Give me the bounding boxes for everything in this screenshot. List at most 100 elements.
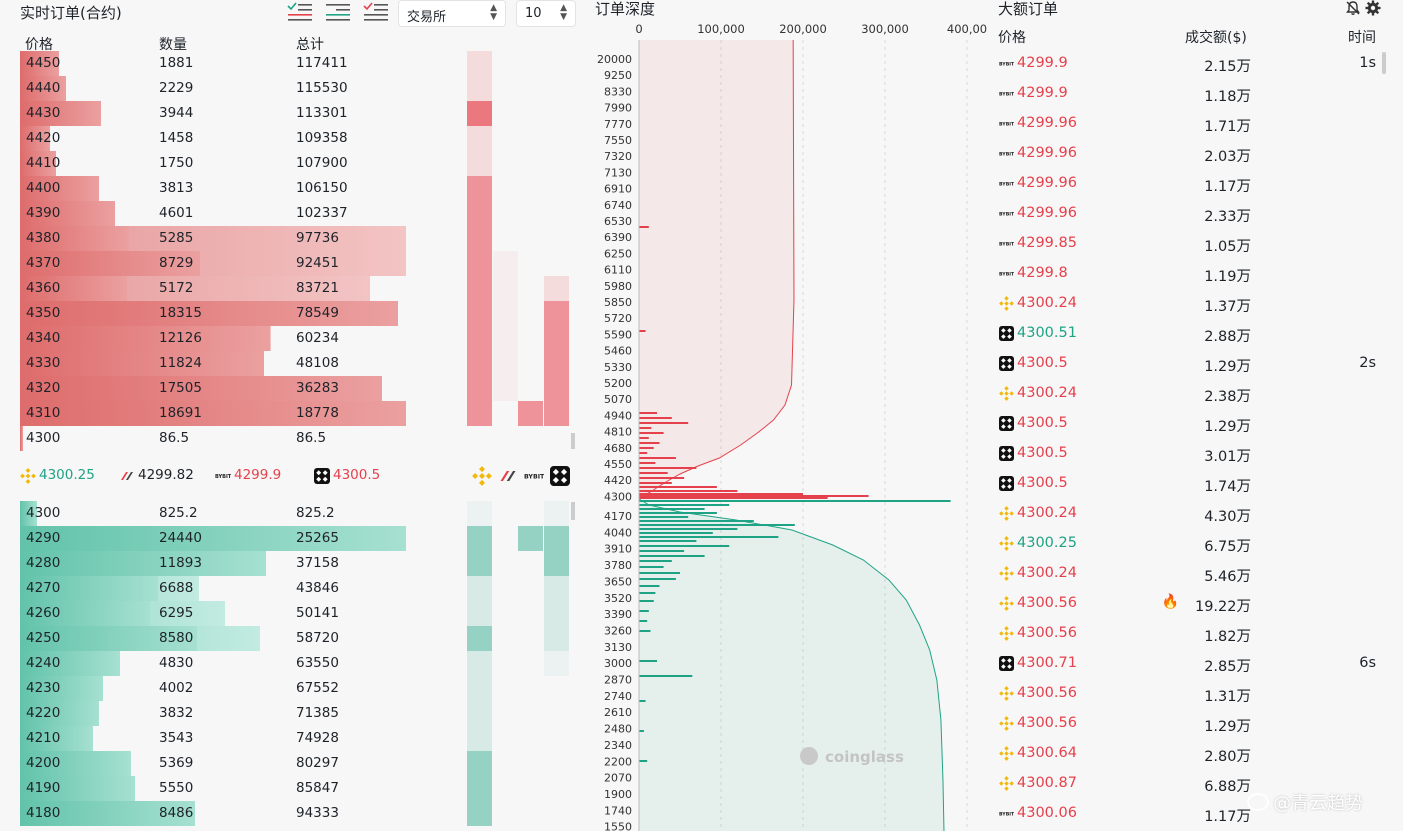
view-both-button[interactable] [286, 0, 314, 24]
exchange-price-bybit[interactable]: BYBIT 4299.9 [215, 462, 310, 490]
ask-row[interactable]: 4380 5285 97736 [20, 226, 406, 251]
ask-qty: 2229 [159, 80, 194, 96]
heat-scrollbar[interactable] [571, 433, 575, 449]
settings-gear-icon[interactable] [1365, 0, 1381, 16]
bid-row[interactable]: 4190 5550 85847 [20, 776, 406, 801]
y-tick-label: 3000 [604, 657, 632, 670]
view-bids-button[interactable] [324, 0, 352, 24]
large-order-row[interactable]: 4300.5 3.01万 [995, 439, 1387, 469]
large-order-row[interactable]: BYBIT 4299.96 1.71万 [995, 109, 1387, 139]
large-order-row[interactable]: BYBIT 4299.9 1.18万 [995, 79, 1387, 109]
bid-row[interactable]: 4210 3543 74928 [20, 726, 406, 751]
y-tick-label: 7320 [604, 150, 632, 163]
large-order-row[interactable]: 4300.24 4.30万 [995, 499, 1387, 529]
large-order-row[interactable]: 4300.51 2.88万 [995, 319, 1387, 349]
bid-row[interactable]: 4240 4830 63550 [20, 651, 406, 676]
bid-row[interactable]: 4280 11893 37158 [20, 551, 406, 576]
depth-level-select[interactable]: 10 ▲ ▼ [516, 0, 576, 27]
ask-row[interactable]: 4440 2229 115530 [20, 76, 406, 101]
heat-cell [543, 501, 569, 526]
ask-row[interactable]: 4300 86.5 86.5 [20, 426, 406, 451]
exchange-price-value: 4300.5 [333, 467, 381, 483]
binance-icon [999, 596, 1014, 611]
x-tick-label: 300,000 [861, 22, 909, 36]
large-order-row[interactable]: BYBIT 4300.06 1.17万 [995, 799, 1387, 829]
large-order-row[interactable]: 4300.25 6.75万 [995, 529, 1387, 559]
heat-cell [467, 326, 492, 351]
ask-row[interactable]: 4410 1750 107900 [20, 151, 406, 176]
heat-cell [544, 101, 569, 126]
ask-row[interactable]: 4420 1458 109358 [20, 126, 406, 151]
ask-row[interactable]: 4330 11824 48108 [20, 351, 406, 376]
large-order-row[interactable]: BYBIT 4299.8 1.19万 [995, 259, 1387, 289]
gate-icon [314, 468, 330, 484]
ask-row[interactable]: 4400 3813 106150 [20, 176, 406, 201]
large-order-row[interactable]: 4300.5 1.29万 2s [995, 349, 1387, 379]
large-order-row[interactable]: BYBIT 4299.9 2.15万 1s [995, 49, 1387, 79]
order-price: 4300.24 [1017, 295, 1077, 311]
bid-row[interactable]: 4180 8486 94333 [20, 801, 406, 826]
large-order-row[interactable]: BYBIT 4299.96 2.33万 [995, 199, 1387, 229]
large-order-row[interactable]: 4300.56 1.82万 [995, 619, 1387, 649]
ask-total: 107900 [296, 155, 348, 171]
bid-total: 80297 [296, 755, 339, 771]
ask-row[interactable]: 4360 5172 83721 [20, 276, 406, 301]
large-order-row[interactable]: 4300.5 1.74万 [995, 469, 1387, 499]
exchange-select[interactable]: 交易所 ▲ ▼ [398, 0, 506, 27]
large-order-row[interactable]: BYBIT 4299.85 1.05万 [995, 229, 1387, 259]
heat-cell [493, 751, 518, 776]
large-order-row[interactable]: 4300.56 1.29万 [995, 709, 1387, 739]
large-order-row[interactable]: BYBIT 4299.96 2.03万 [995, 139, 1387, 169]
ask-row[interactable]: 4340 12126 60234 [20, 326, 406, 351]
ask-row[interactable]: 4430 3944 113301 [20, 101, 406, 126]
bid-qty: 3543 [159, 730, 194, 746]
list-scrollbar[interactable] [1382, 52, 1386, 74]
bid-row[interactable]: 4290 24440 25265 [20, 526, 406, 551]
ask-level-bar [639, 226, 649, 228]
heat-cell [467, 276, 492, 301]
large-order-row[interactable]: 4300.5 1.29万 [995, 409, 1387, 439]
bid-row[interactable]: 4200 5369 80297 [20, 751, 406, 776]
bid-row[interactable]: 4300 825.2 825.2 [20, 501, 406, 526]
ask-row[interactable]: 4310 18691 18778 [20, 401, 406, 426]
large-order-row[interactable]: 4300.24 5.46万 [995, 559, 1387, 589]
ask-level-bar [639, 412, 658, 414]
ask-row[interactable]: 4370 8729 92451 [20, 251, 406, 276]
depth-chart[interactable]: 0 100,000 200,000 300,000 400,00 20000 9250 833… [585, 0, 990, 831]
bid-row[interactable]: 4270 6688 43846 [20, 576, 406, 601]
bid-row[interactable]: 4260 6295 50141 [20, 601, 406, 626]
large-order-row[interactable]: 4300.24 2.38万 [995, 379, 1387, 409]
exchange-price-okx[interactable]: 4299.82 [119, 462, 214, 490]
large-order-row[interactable]: 4300.56 1.31万 [995, 679, 1387, 709]
heat-cell [493, 426, 518, 451]
large-order-row[interactable]: 4300.56 🔥 19.22万 [995, 589, 1387, 619]
bid-row[interactable]: 4220 3832 71385 [20, 701, 406, 726]
bid-qty: 8486 [159, 805, 194, 821]
ask-total: 78549 [296, 305, 339, 321]
large-order-row[interactable]: 4300.24 1.37万 [995, 289, 1387, 319]
large-order-row[interactable]: BYBIT 4299.96 1.17万 [995, 169, 1387, 199]
bid-row[interactable]: 4230 4002 67552 [20, 676, 406, 701]
coinglass-logo-icon [800, 747, 818, 765]
heat-scrollbar[interactable] [571, 502, 575, 520]
heat-cell [518, 326, 543, 351]
ask-row[interactable]: 4350 18315 78549 [20, 301, 406, 326]
exchange-price-binance[interactable]: 4300.25 [20, 462, 115, 490]
bid-price: 4230 [26, 680, 61, 696]
bid-level-bar [639, 585, 660, 587]
ask-row[interactable]: 4390 4601 102337 [20, 201, 406, 226]
ask-row[interactable]: 4450 1881 117411 [20, 51, 406, 76]
heat-cell [493, 701, 518, 726]
large-order-row[interactable]: 4300.87 6.88万 [995, 769, 1387, 799]
exchange-price-gate[interactable]: 4300.5 [314, 462, 409, 490]
binance-icon [999, 746, 1014, 761]
svg-text:BYBIT: BYBIT [999, 151, 1014, 157]
large-order-row[interactable]: 4300.71 2.85万 6s [995, 649, 1387, 679]
ask-qty-bar [20, 101, 102, 126]
ask-row[interactable]: 4320 17505 36283 [20, 376, 406, 401]
bid-row[interactable]: 4250 8580 58720 [20, 626, 406, 651]
large-order-row[interactable]: 4300.64 2.80万 [995, 739, 1387, 769]
view-asks-button[interactable] [362, 0, 390, 24]
ask-level-bar [639, 477, 685, 479]
mute-bell-icon[interactable] [1345, 0, 1361, 16]
